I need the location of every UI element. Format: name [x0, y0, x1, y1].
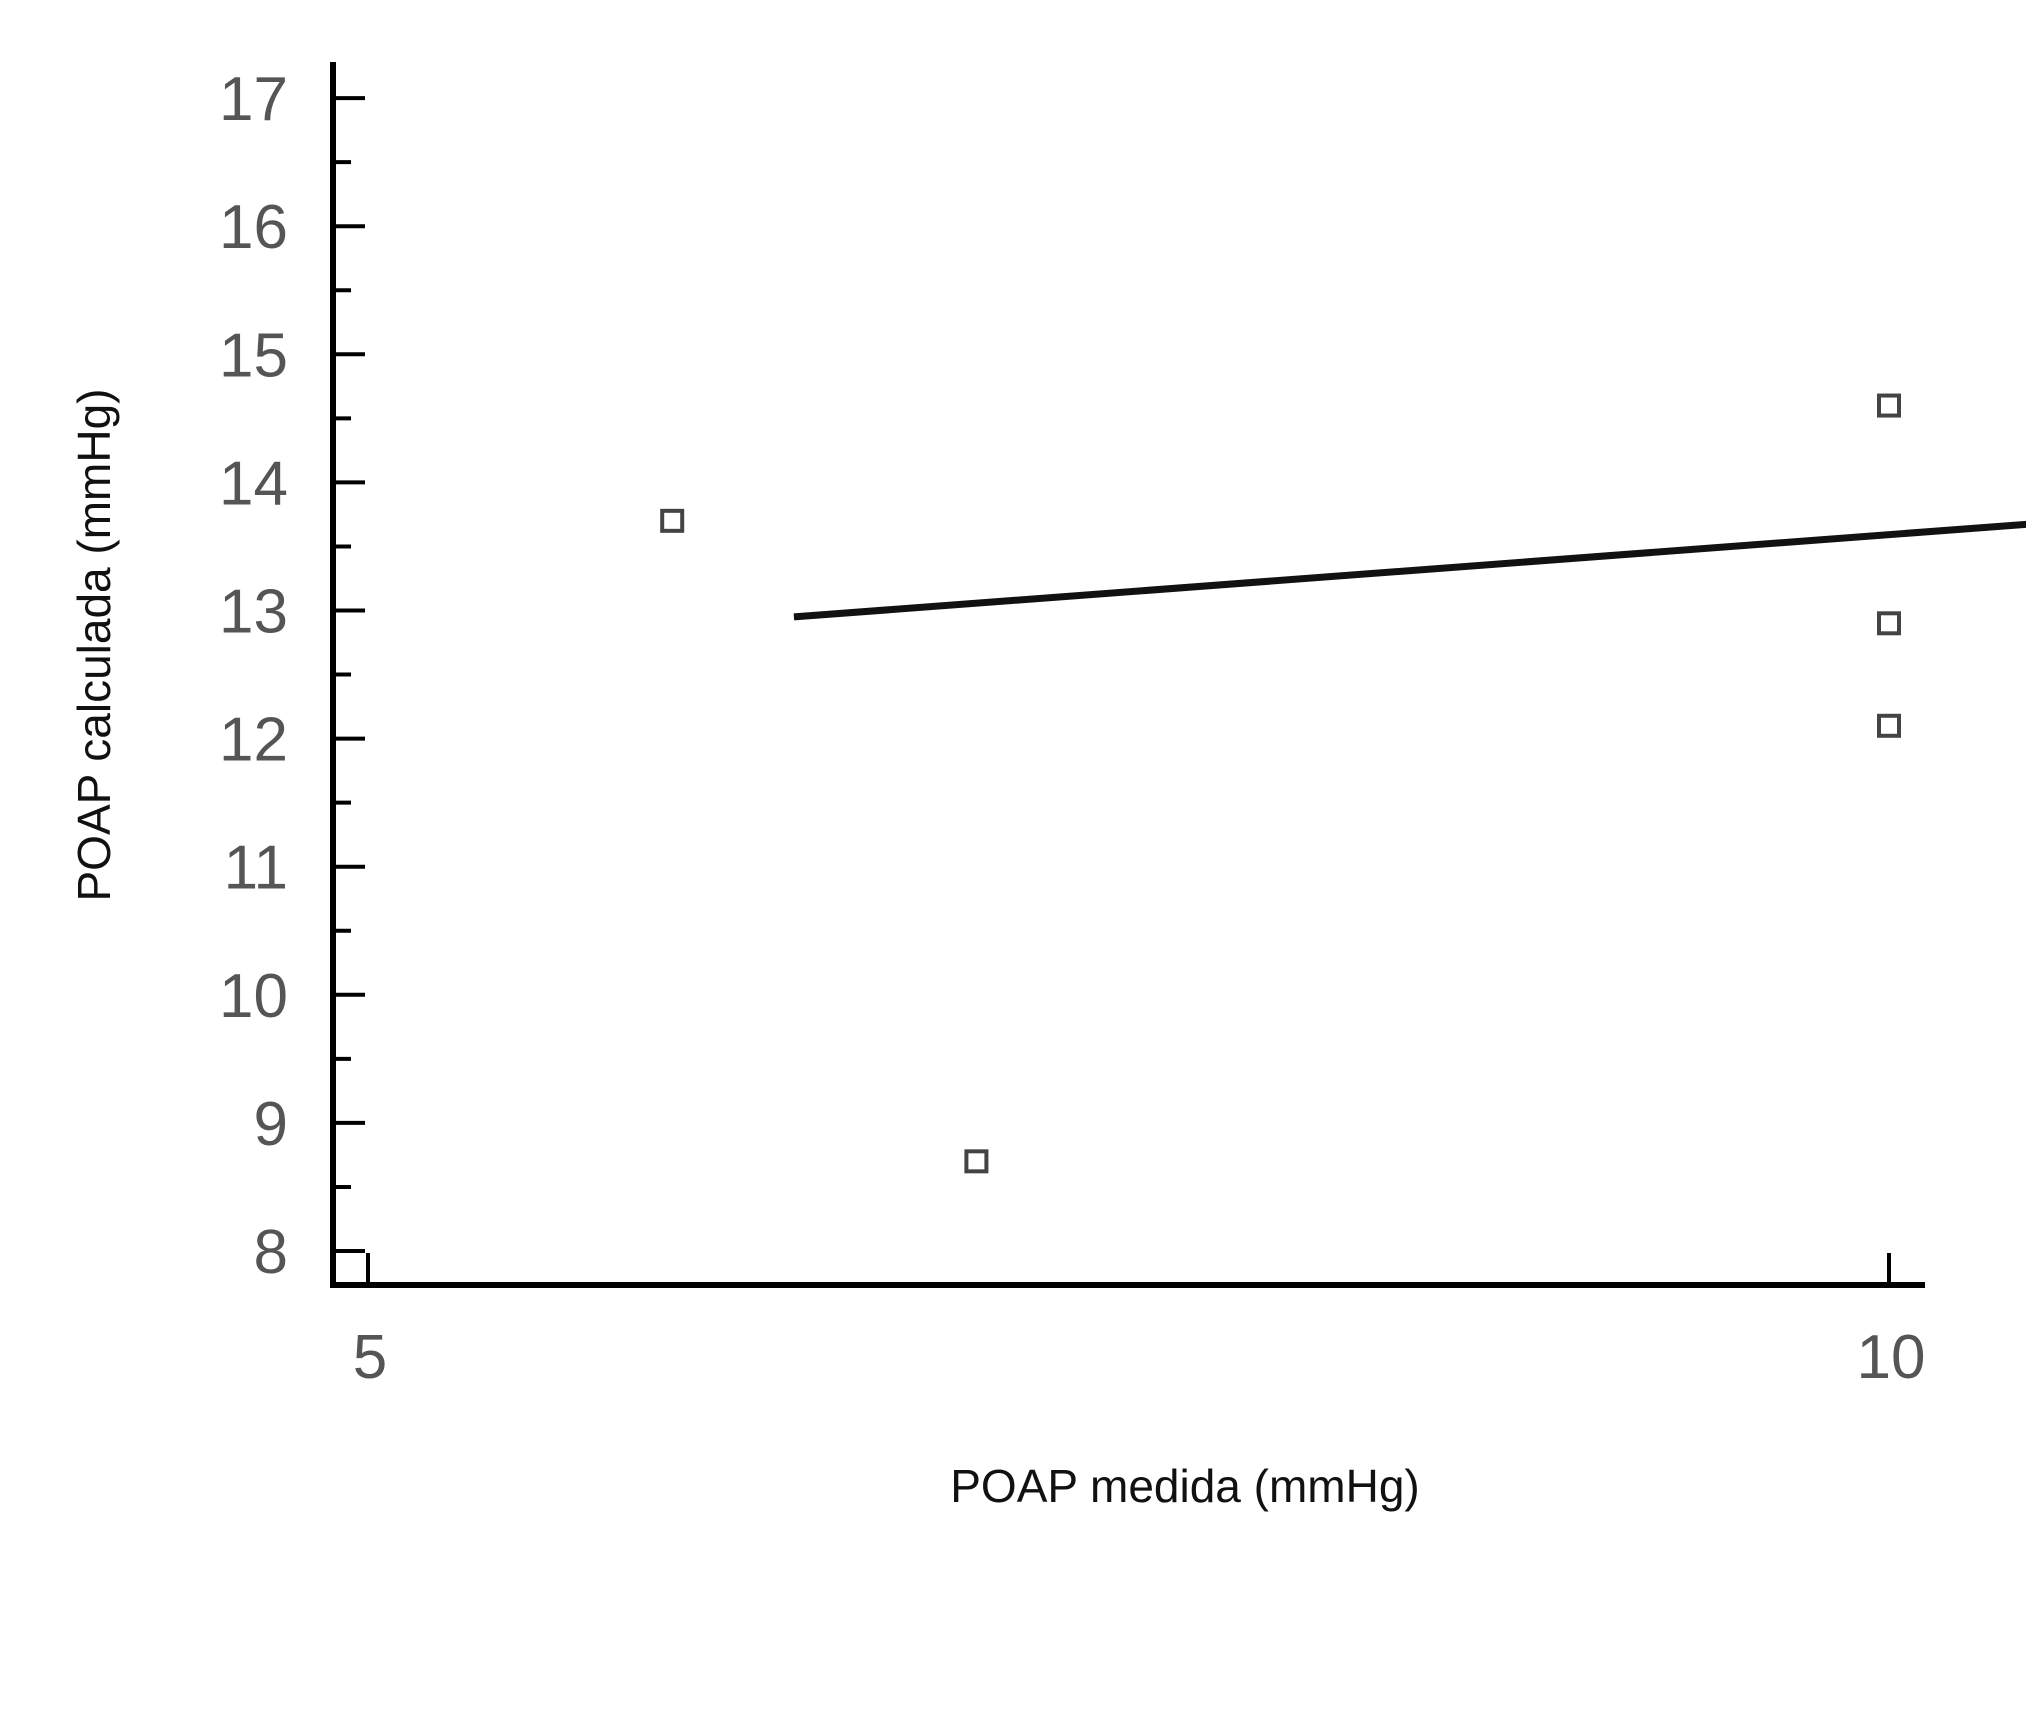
- ticks-layer: 89101112131415161751015202530: [219, 65, 1926, 1392]
- x-axis-title: POAP medida (mmHg): [950, 1460, 1420, 1512]
- y-tick-label: 9: [254, 1090, 288, 1159]
- y-tick-label: 10: [219, 962, 288, 1031]
- data-point: [1877, 611, 1901, 636]
- data-point: [964, 1149, 989, 1174]
- y-tick-label: 15: [219, 321, 288, 390]
- y-tick-label: 16: [219, 193, 288, 262]
- y-tick-label: 8: [254, 1218, 288, 1287]
- y-tick-label: 14: [219, 449, 288, 518]
- y-tick-label: 13: [219, 578, 288, 647]
- y-axis-title: POAP calculada (mmHg): [68, 389, 120, 902]
- axes-layer: [330, 62, 1925, 1288]
- x-tick-label: 10: [1857, 1323, 1926, 1392]
- y-tick-label: 12: [219, 706, 288, 775]
- points-layer: [660, 393, 1901, 1174]
- trendline-layer: [793, 520, 2026, 621]
- y-tick-label: 11: [224, 834, 288, 903]
- y-tick-label: 17: [219, 65, 288, 134]
- data-point: [1877, 713, 1901, 738]
- data-point: [1877, 393, 1901, 418]
- x-tick-label: 5: [353, 1323, 387, 1392]
- trendline: [793, 520, 2026, 621]
- data-point: [660, 508, 685, 533]
